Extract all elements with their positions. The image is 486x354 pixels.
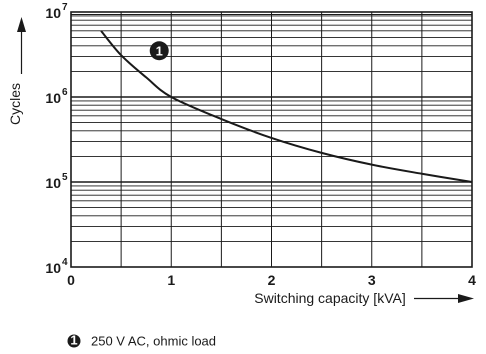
axis-labels: Cycles Switching capacity [kVA] <box>7 17 474 306</box>
series-line <box>100 30 473 183</box>
y-tick-label: 10 <box>45 90 61 106</box>
x-tick-label: 1 <box>167 272 175 288</box>
plot-frame <box>70 11 473 268</box>
x-tick-label: 2 <box>268 272 276 288</box>
y-tick-label: 10 <box>45 260 61 276</box>
y-tick-exponent: 4 <box>62 257 68 268</box>
x-tick-label: 0 <box>67 272 75 288</box>
plot-border <box>70 11 473 268</box>
y-tick-exponent: 5 <box>62 172 68 183</box>
y-tick-exponent: 6 <box>62 87 68 98</box>
legend-marker-label: 1 <box>70 333 77 348</box>
legend-entry-label: 250 V AC, ohmic load <box>91 334 216 349</box>
x-axis-arrow-head <box>458 294 474 303</box>
series-marker-label: 1 <box>156 43 163 58</box>
series-marker-badge <box>149 41 169 61</box>
x-tick-label: 4 <box>468 272 476 288</box>
legend: 1 250 V AC, ohmic load <box>67 333 216 349</box>
series-group: 1 <box>100 30 473 183</box>
x-tick-label: 3 <box>368 272 376 288</box>
y-tick-label: 10 <box>45 5 61 21</box>
x-axis-label: Switching capacity [kVA] <box>254 290 405 306</box>
y-tick-label: 10 <box>45 175 61 191</box>
y-tick-exponent: 7 <box>62 2 68 13</box>
grid <box>71 12 472 267</box>
y-axis-arrow-head <box>17 17 26 32</box>
y-axis-label: Cycles <box>7 83 23 125</box>
legend-marker <box>67 334 81 348</box>
